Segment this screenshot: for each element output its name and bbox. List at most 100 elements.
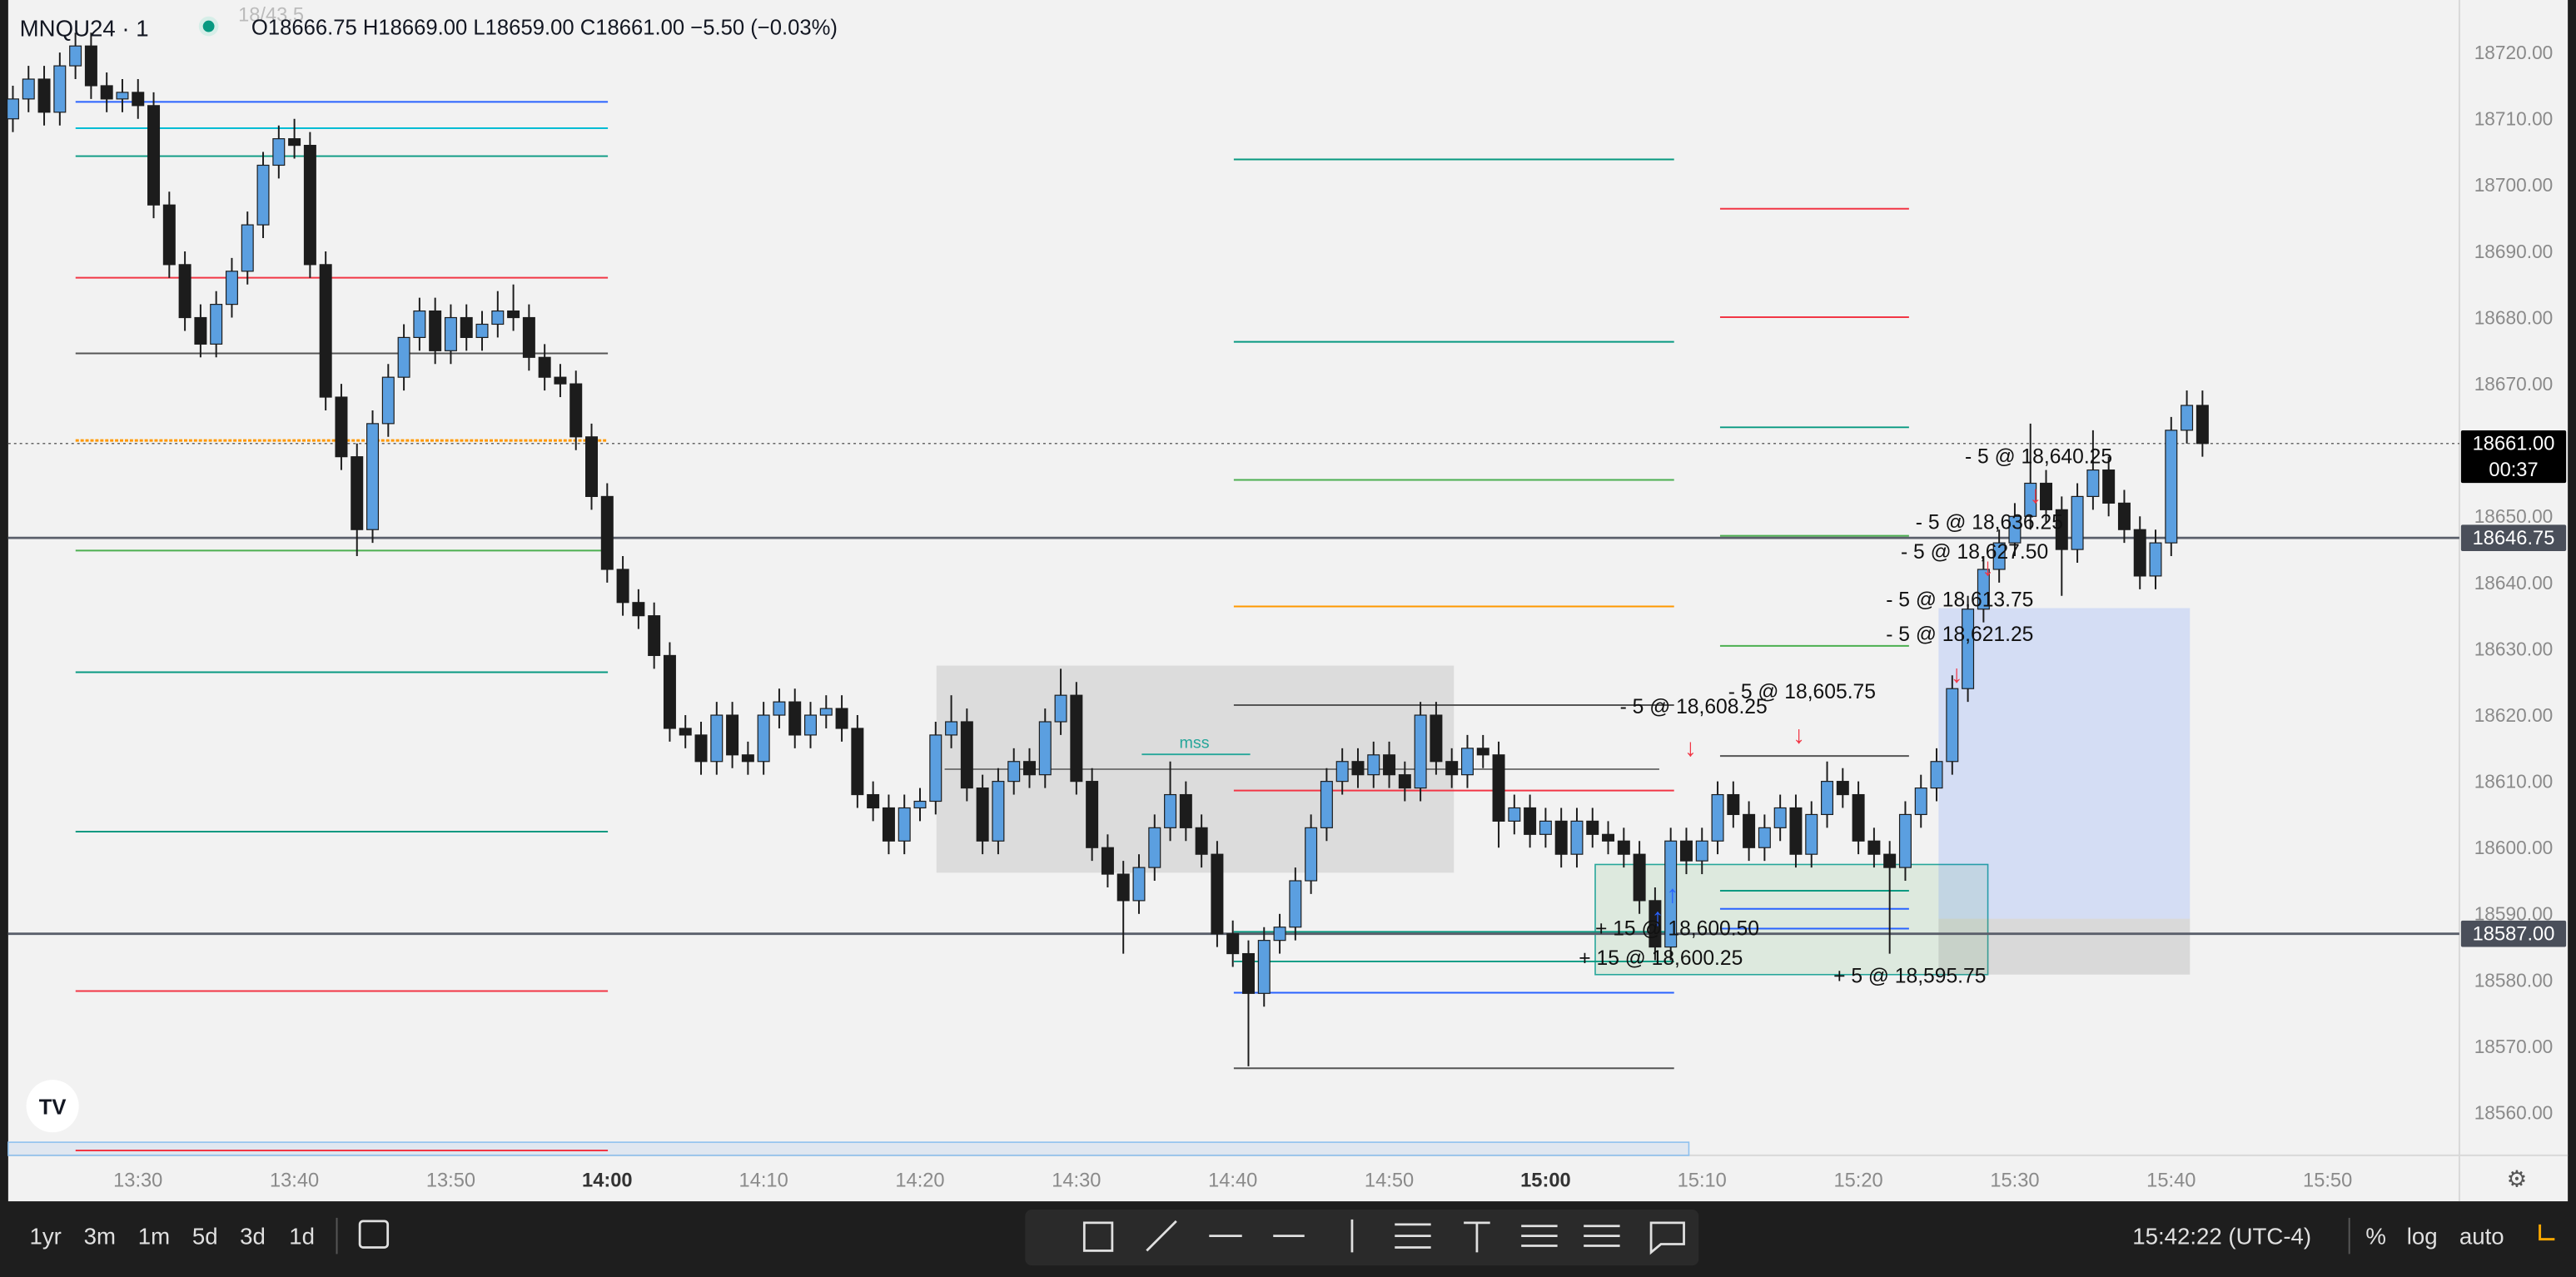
candle-body [1524,807,1537,835]
candle-body [1148,827,1161,868]
candle-body [1257,940,1271,994]
range-button[interactable]: 1yr [30,1224,62,1250]
candle-body [256,164,270,226]
candle-body [1383,754,1396,776]
order-label: - 5 @ 18,608.25 [1620,696,1768,718]
candle-body [929,734,942,802]
candle-body [1821,781,1834,816]
range-button[interactable]: 5d [192,1224,218,1250]
candle-body [694,734,708,763]
candle-body [22,78,35,100]
candle-body [2196,405,2209,445]
tool-icon[interactable] [1649,1221,1685,1255]
scale-option[interactable]: % [2365,1224,2386,1250]
x-tick-label: 15:40 [2146,1170,2196,1191]
range-button[interactable]: 3m [84,1224,116,1250]
date-range-icon[interactable] [358,1220,390,1249]
candle-body [616,569,629,604]
candle-body [1460,748,1474,776]
y-tick-label: 18580.00 [2474,969,2554,991]
arrow: ↓ [1951,660,1963,688]
y-tick-label: 18710.00 [2474,108,2554,130]
order-label: - 5 @ 18,627.50 [1901,541,2048,564]
settings-icon[interactable]: ⚙ [2507,1165,2528,1191]
price-tag [2460,430,2567,484]
candle-body [898,807,911,842]
candle-body [2071,495,2084,550]
candle-body [1508,807,1521,822]
candle-body [444,316,457,351]
candle-body [1898,813,1912,868]
candle-body [2181,405,2194,431]
candle-body [413,310,426,338]
candle-body [1038,721,1052,776]
x-tick-label: 13:30 [113,1170,162,1191]
arrows: ↓ ↓ ↓ ↓ ↓ ↑ ↑ [1652,481,2042,931]
x-tick-label: 13:50 [426,1170,475,1191]
candle-body [1695,840,1708,862]
x-tick-label: 14:40 [1208,1170,1257,1191]
candle-body [1962,609,1975,689]
tool-icon[interactable] [1082,1221,1114,1252]
candle-body [1022,761,1036,776]
scale-option[interactable]: log [2407,1224,2438,1250]
candle-body [1586,820,1599,835]
tool-icon[interactable] [1584,1225,1620,1247]
order-label: - 5 @ 18,636.25 [1916,512,2063,534]
candle-body [319,264,332,398]
price-tag-label: 18587.00 [2473,924,2555,946]
candle-body [1007,761,1021,783]
price-tag-label: 18661.00 [2473,434,2555,455]
candle-body [2008,515,2022,544]
y-tick-label: 18670.00 [2474,373,2554,395]
candle-body [225,271,238,306]
candle-body [100,85,113,100]
symbol[interactable]: MNQU24 · 1 [20,15,149,41]
annotation: mss [1179,733,1209,752]
y-tick-label: 18600.00 [2474,837,2554,858]
order-label: - 5 @ 18,640.25 [1965,446,2112,469]
candle-body [53,65,67,113]
candle-body [945,721,958,736]
range-button[interactable]: 1m [138,1224,170,1250]
candle-body [303,145,316,266]
candle-body [913,800,927,809]
candle-body [648,615,661,657]
candle-body [835,708,848,729]
range-button[interactable]: 1d [289,1224,315,1250]
x-tick-label: 14:20 [895,1170,944,1191]
price-tag-label: 18646.75 [2473,528,2555,549]
candle-body [1289,880,1302,928]
tool-icon[interactable] [1521,1225,1558,1247]
clock: 15:42:22 (UTC-4) [2132,1224,2311,1250]
logo[interactable] [26,1080,79,1133]
y-tick-label: 18570.00 [2474,1036,2554,1057]
y-tick-label: 18630.00 [2474,638,2554,659]
order-label: - 5 @ 18,621.25 [1886,624,2033,646]
candle-body [2133,529,2146,577]
candle-body [1836,781,1849,796]
tool-icon[interactable] [1146,1220,1177,1252]
candle-body [366,423,380,530]
candle-body [522,316,535,358]
corner-icon[interactable] [2539,1224,2555,1241]
scale-option[interactable]: auto [2459,1224,2504,1250]
candle-body [585,436,599,498]
order-label: + 5 @ 18,595.75 [1833,966,1986,988]
candle-body [1867,840,1881,855]
tool-icon[interactable] [1464,1221,1490,1253]
candle-body [804,714,818,736]
y-tick-label: 18700.00 [2474,174,2554,196]
range-button[interactable]: 3d [240,1224,266,1250]
chart-area [7,0,2569,1202]
candle-body [1086,781,1099,848]
candle-body [679,728,692,736]
candle-body [1852,793,1865,842]
arrow: ↑ [1666,881,1678,908]
candle-body [37,78,51,113]
tool-icon[interactable] [1395,1223,1431,1249]
candle-body [1977,569,1990,610]
zone [1938,918,2191,975]
candle-body [1070,694,1083,783]
candle-body [1492,754,1505,822]
